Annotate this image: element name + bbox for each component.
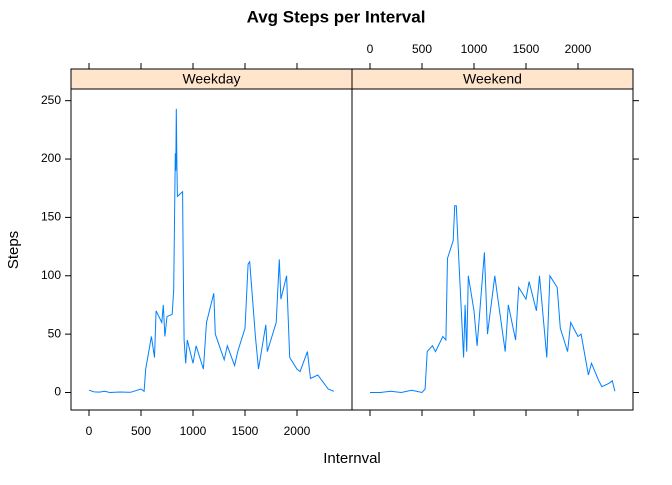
x-tick-label: 1000 [180,424,207,438]
y-tick-label: 150 [41,210,61,224]
y-tick-label: 100 [41,268,61,282]
x-tick-label: 2000 [565,42,592,56]
panel-title: Weekday [182,71,240,87]
x-tick-label: 0 [367,42,374,56]
x-tick-label: 2000 [284,424,311,438]
y-axis-label: Steps [5,231,22,269]
y-tick-label: 50 [48,326,62,340]
panel-title: Weekend [463,71,522,87]
x-tick-label: 500 [412,42,432,56]
x-tick-label: 1500 [513,42,540,56]
line [370,205,616,394]
y-tick-label: 0 [54,385,61,399]
panel-frame [351,88,634,411]
x-tick-label: 0 [86,424,93,438]
y-tick-label: 200 [41,151,61,165]
y-tick-label: 250 [41,93,61,107]
x-tick-label: 1500 [232,424,259,438]
x-tick-label: 500 [131,424,151,438]
chart-title: Avg Steps per Interval [247,7,426,26]
x-tick-label: 1000 [461,42,488,56]
line [88,108,335,394]
x-axis-label: Internval [323,450,381,467]
